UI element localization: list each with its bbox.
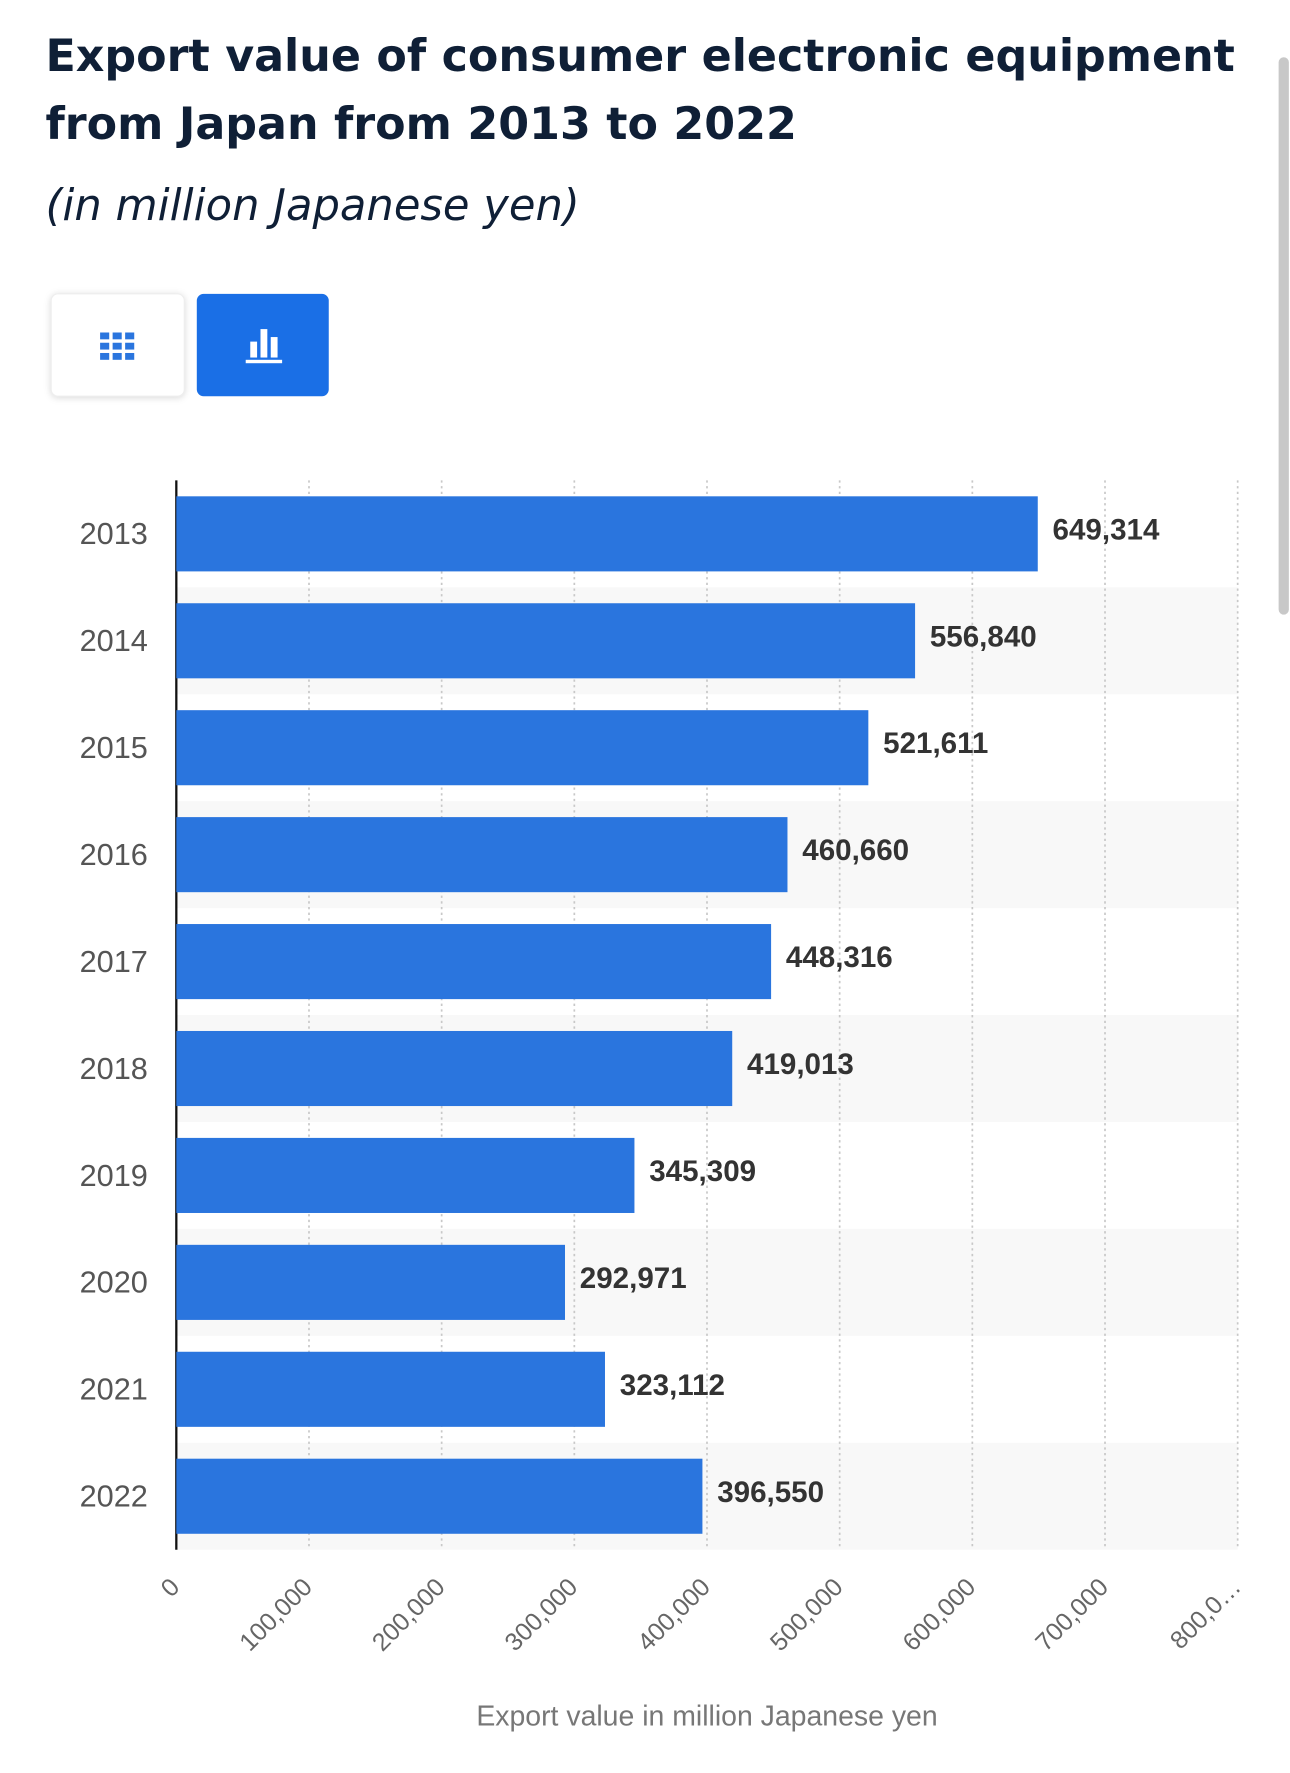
value-label: 323,112 (620, 1369, 725, 1402)
value-label: 556,840 (930, 620, 1037, 653)
x-tick-label: 300,000 (499, 1573, 583, 1657)
bar (176, 1351, 605, 1427)
y-tick-label: 2017 (80, 944, 148, 979)
x-tick-label: 600,000 (898, 1573, 982, 1657)
x-tick-label: 200,000 (367, 1573, 451, 1657)
table-view-button[interactable] (50, 293, 185, 397)
x-tick-label: 500,000 (765, 1573, 849, 1657)
y-tick-label: 2016 (80, 837, 148, 872)
y-tick-label: 2015 (80, 730, 148, 765)
y-tick-label: 2013 (80, 516, 148, 551)
y-tick-label: 2019 (80, 1158, 148, 1193)
x-tick-label: 100,000 (234, 1573, 318, 1657)
bar (176, 817, 788, 893)
bar (176, 603, 916, 679)
x-tick-label: 400,000 (632, 1573, 716, 1657)
chart-title: Export value of consumer electronic equi… (45, 31, 1235, 151)
value-label: 460,660 (802, 834, 909, 867)
bar (176, 710, 869, 786)
bar (176, 496, 1038, 572)
subtitle-box: (in million Japanese yen) (45, 180, 580, 231)
value-label: 649,314 (1053, 513, 1160, 546)
value-label: 345,309 (649, 1155, 756, 1188)
value-label: 396,550 (717, 1476, 824, 1509)
y-tick-label: 2014 (80, 623, 148, 658)
bar (176, 1458, 703, 1534)
value-label: 419,013 (747, 1048, 854, 1081)
y-tick-label: 2022 (80, 1479, 148, 1514)
value-label: 292,971 (580, 1262, 687, 1295)
bar (176, 924, 772, 1000)
x-tick-label: 700,000 (1030, 1573, 1114, 1657)
y-tick-label: 2021 (80, 1372, 148, 1407)
bar (176, 1030, 733, 1107)
chart-view-button[interactable] (196, 293, 329, 397)
y-tick-label: 2020 (80, 1265, 148, 1300)
x-tick-label: 0 (156, 1573, 186, 1603)
scrollbar[interactable] (1278, 57, 1289, 615)
value-label: 521,611 (883, 727, 988, 760)
value-label: 448,316 (786, 941, 893, 974)
chart-subtitle: (in million Japanese yen) (45, 180, 580, 231)
y-tick-label: 2018 (80, 1051, 148, 1086)
title-box: Export value of consumer electronic equi… (45, 31, 1235, 151)
bar (176, 1137, 635, 1213)
x-axis-title: Export value in million Japanese yen (476, 1701, 937, 1733)
x-tick-label: 800,0… (1165, 1573, 1247, 1655)
bar (176, 1244, 566, 1320)
